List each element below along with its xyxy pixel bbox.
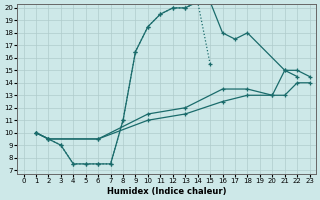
X-axis label: Humidex (Indice chaleur): Humidex (Indice chaleur) — [107, 187, 226, 196]
